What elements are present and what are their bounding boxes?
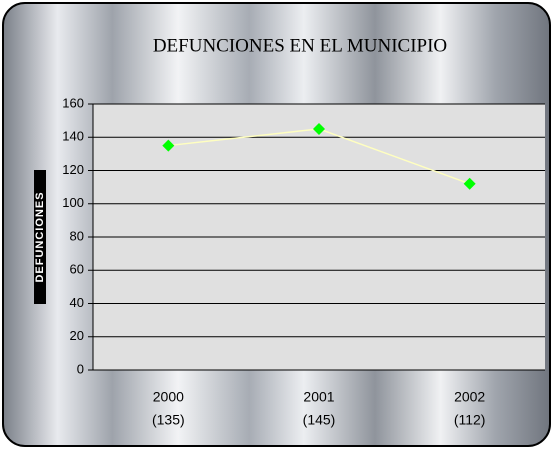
marker xyxy=(463,177,476,190)
y-tick-label: 120 xyxy=(62,162,84,177)
x-tick-label: 2002 xyxy=(454,389,485,405)
marker xyxy=(313,122,325,135)
value-label: (145) xyxy=(303,412,336,428)
chart-title: DEFUNCIONES EN EL MUNICIPIO xyxy=(153,35,447,56)
x-tick-label: 2000 xyxy=(153,389,184,405)
x-tick-label: 2001 xyxy=(303,389,334,405)
y-tick-label: 160 xyxy=(62,95,84,110)
y-axis-label: DEFUNCIONES xyxy=(34,191,46,282)
y-tick-label: 60 xyxy=(70,262,84,277)
y-tick-label: 0 xyxy=(77,361,84,376)
value-label: (135) xyxy=(152,412,185,428)
y-axis-label-box xyxy=(34,170,46,304)
y-tick-label: 100 xyxy=(62,195,84,210)
y-tick-label: 20 xyxy=(70,328,84,343)
value-label: (112) xyxy=(454,412,486,428)
y-tick-label: 80 xyxy=(70,228,84,243)
y-tick-label: 140 xyxy=(62,129,84,144)
y-tick-label: 40 xyxy=(70,295,84,310)
marker xyxy=(162,139,175,152)
